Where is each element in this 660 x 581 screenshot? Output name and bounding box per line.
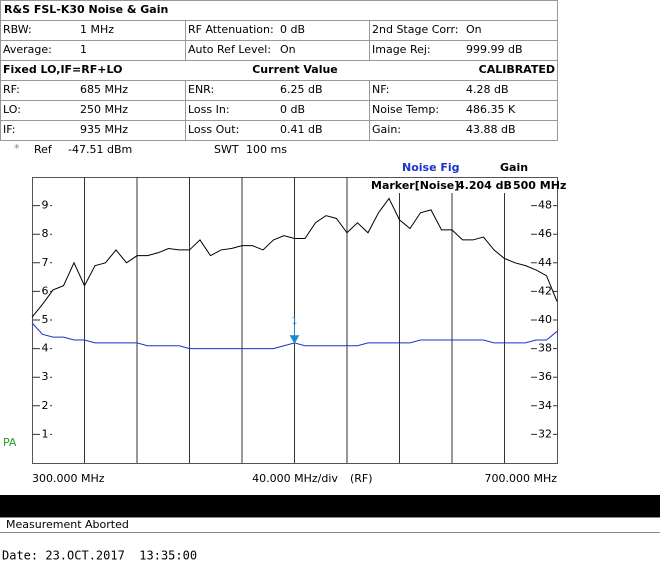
y2-tick-label: 38 (538, 342, 552, 355)
tick-label-bg (40, 428, 50, 441)
legend-entry: Gain (500, 161, 528, 174)
header-table (0, 0, 558, 141)
y2-tick-label: 44 (538, 256, 552, 269)
table-cell: Noise Temp: (372, 103, 439, 116)
table-cell: NF: (372, 83, 389, 96)
y-tick-label: 2 (42, 399, 49, 412)
x-unit-label: (RF) (350, 472, 373, 485)
tick-label-bg (40, 228, 50, 241)
table-cell: 1 MHz (80, 23, 114, 36)
marker (289, 324, 300, 344)
tick-label-bg (40, 314, 50, 326)
series-line (31, 197, 558, 318)
y-tick-label: 6 (42, 284, 49, 297)
marker-label: Marker[Noise] (371, 179, 459, 192)
table-cell: LO: (3, 103, 21, 116)
section-cell: CALIBRATED (479, 63, 555, 76)
table-cell: 0 dB (280, 103, 305, 116)
y2-tick-label: 36 (538, 370, 552, 383)
table-cell: 6.25 dB (280, 83, 323, 96)
table-cell: 999.99 dB (466, 43, 523, 56)
tick-label-bg (537, 399, 553, 412)
y-tick-label: 8 (42, 227, 49, 240)
table-cell: 43.88 dB (466, 123, 516, 136)
tick-label-bg (40, 285, 50, 298)
tick-label-bg (40, 399, 50, 412)
x-tick-label: 700.000 MHz (484, 472, 557, 485)
ref-value: -47.51 dBm (68, 143, 132, 156)
y-tick-label: 7 (42, 256, 49, 269)
table-title: R&S FSL-K30 Noise & Gain (4, 3, 168, 16)
status-bar (0, 495, 660, 517)
table-cell: Loss In: (188, 103, 230, 116)
table-cell: RF: (3, 83, 20, 96)
marker-number: 1 (292, 316, 298, 326)
table-cell: On (280, 43, 296, 56)
table-cell: 2nd Stage Corr: (372, 23, 459, 36)
y-tick-label: 9 (42, 199, 49, 212)
table-cell: Auto Ref Level: (188, 43, 271, 56)
table-cell: Loss Out: (188, 123, 239, 136)
table-cell: 250 MHz (80, 103, 128, 116)
pa-label: PA (3, 436, 17, 449)
table-cell: 0.41 dB (280, 123, 323, 136)
marker-x: 500 MHz (513, 179, 566, 192)
x-div-label: 40.000 MHz/div (252, 472, 338, 485)
tick-label-bg (537, 371, 553, 384)
swt-label: SWT (214, 143, 239, 156)
tick-label-bg (537, 256, 553, 269)
table-cell: 1 (80, 43, 87, 56)
tick-label-bg (40, 199, 50, 212)
table-cell: 0 dB (280, 23, 305, 36)
table-cell: On (466, 23, 482, 36)
section-cell: Fixed LO,IF=RF+LO (3, 63, 122, 76)
table-cell: 685 MHz (80, 83, 128, 96)
table-cell: RBW: (3, 23, 32, 36)
y2-tick-label: 34 (538, 399, 552, 412)
tick-label-bg (537, 285, 553, 298)
y2-tick-label: 48 (538, 199, 552, 212)
marker-y: 4.204 dB (457, 179, 512, 192)
y-tick-label: 5 (42, 313, 49, 326)
y-tick-label: 1 (42, 427, 49, 440)
table-cell: Image Rej: (372, 43, 431, 56)
table-cell: Average: (3, 43, 52, 56)
x-tick-label: 300.000 MHz (32, 472, 105, 485)
marker-box (368, 178, 556, 193)
y2-tick-label: 42 (538, 284, 552, 297)
table-frame (0, 0, 558, 141)
table-cell: 486.35 K (466, 103, 516, 116)
status-text: Measurement Aborted (6, 518, 129, 531)
ref-marker: * (14, 142, 20, 155)
y-tick-label: 3 (42, 370, 49, 383)
tick-label-bg (40, 256, 50, 269)
table-cell: 4.28 dB (466, 83, 509, 96)
tick-label-bg (40, 342, 50, 355)
tick-label-bg (537, 342, 553, 355)
table-cell: ENR: (188, 83, 214, 96)
tick-label-bg (40, 371, 50, 384)
table-cell: RF Attenuation: (188, 23, 274, 36)
y2-tick-label: 46 (538, 227, 552, 240)
tick-label-bg (537, 314, 553, 326)
table-cell: IF: (3, 123, 15, 136)
tick-label-bg (537, 228, 553, 241)
tick-label-bg (537, 428, 553, 441)
date-text: Date: 23.OCT.2017 13:35:00 (2, 549, 197, 563)
swt-value: 100 ms (246, 143, 287, 156)
ref-label: Ref (34, 143, 53, 156)
tick-label-bg (537, 199, 553, 212)
y-tick-label: 4 (42, 342, 49, 355)
table-cell: 935 MHz (80, 123, 128, 136)
y2-tick-label: 40 (538, 313, 552, 326)
table-cell: Gain: (372, 123, 401, 136)
section-cell: Current Value (252, 63, 338, 76)
y2-tick-label: 32 (538, 427, 552, 440)
legend-entry: Noise Fig (402, 161, 460, 174)
